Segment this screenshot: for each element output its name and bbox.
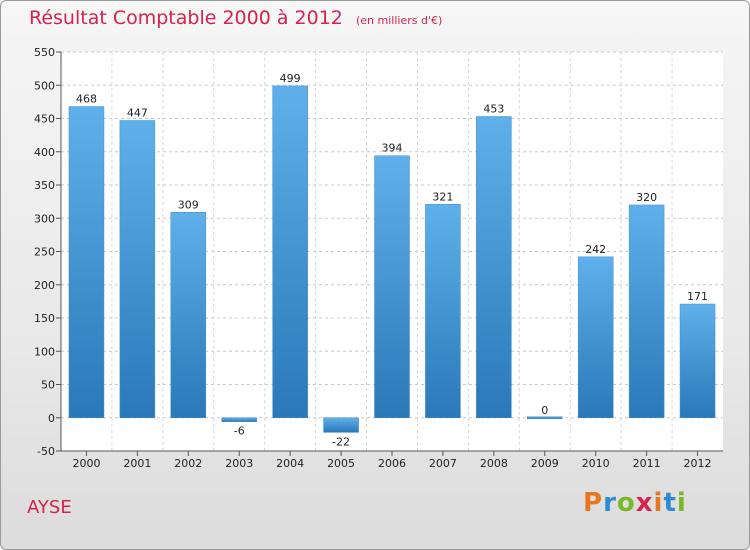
value-label-2004: 499 [280,72,301,85]
axes: -50 0 50 100 150 200 250 300 350 400 450 500 550 2000… [34,46,723,470]
x-tick-label: 2007 [429,457,457,470]
y-tick-label: 0 [48,412,55,425]
bar-2011 [628,204,665,418]
value-label-2010: 242 [585,243,606,256]
logo-letter: o [616,488,636,518]
logo-letter: i [676,488,687,518]
x-tick-label: 2003 [225,457,253,470]
place-name: AYSE [27,497,72,518]
x-tick-label: 2012 [684,457,712,470]
y-tick-label: 300 [34,212,55,225]
value-label-2001: 447 [127,106,148,119]
logo-letter: i [653,488,664,518]
bar-2007 [425,204,461,418]
subtitle-text: (en milliers d'€) [355,14,443,27]
value-label-2005: -22 [332,435,350,448]
y-tick-label: -50 [37,445,55,458]
value-label-2003: -6 [234,425,245,438]
value-label-2006: 394 [382,142,403,155]
x-tick-label: 2008 [480,457,508,470]
bar-2003 [221,417,257,422]
y-tick-label: 150 [34,312,55,325]
logo-letter: x [635,488,654,518]
bar-2000 [68,106,105,418]
y-tick-label: 400 [34,146,55,159]
bar-2006 [374,155,410,419]
x-tick-label: 2001 [123,457,151,470]
value-label-2011: 320 [636,191,657,204]
y-tick-label: 500 [34,79,55,92]
bar-2009 [527,416,563,419]
x-tick-label: 2010 [582,457,610,470]
y-tick-label: 200 [34,279,55,292]
bar-2010 [577,256,614,418]
value-label-2008: 453 [483,103,504,116]
bar-2012 [679,303,716,418]
value-labels: 468 447 309 -6 499 -22 394 321 453 0 242 320 171 [76,72,708,448]
x-tick-label: 2002 [174,457,202,470]
value-label-2007: 321 [432,190,453,203]
y-tick-label: 450 [34,113,55,126]
bar-2008 [476,116,512,418]
x-tick-label: 2006 [378,457,406,470]
chart-title: Résultat Comptable 2000 à 2012 (en milli… [29,7,442,29]
logo-letter: t [663,488,677,518]
bar-2002 [170,212,207,418]
x-tick-label: 2011 [633,457,661,470]
x-tick-label: 2004 [276,457,304,470]
y-tick-label: 50 [41,379,55,392]
y-tick-label: 350 [34,179,55,192]
value-label-2009: 0 [541,404,548,417]
value-label-2000: 468 [76,93,97,106]
y-tick-label: 550 [34,46,55,59]
x-tick-label: 2009 [531,457,559,470]
bars [68,85,716,433]
y-tick-label: 250 [34,246,55,259]
logo-letter: r [603,488,617,518]
proxiti-logo[interactable]: Proxiti [583,488,687,518]
x-tick-label: 2005 [327,457,355,470]
logo-letter: P [583,488,604,518]
y-tick-label: 100 [34,345,55,358]
bar-2001 [119,120,156,419]
title-text: Résultat Comptable 2000 à 2012 [29,7,343,29]
value-label-2012: 171 [687,290,708,303]
bar-2005 [323,417,359,433]
bar-2004 [272,85,308,418]
value-label-2002: 309 [178,198,199,211]
x-tick-label: 2000 [72,457,100,470]
